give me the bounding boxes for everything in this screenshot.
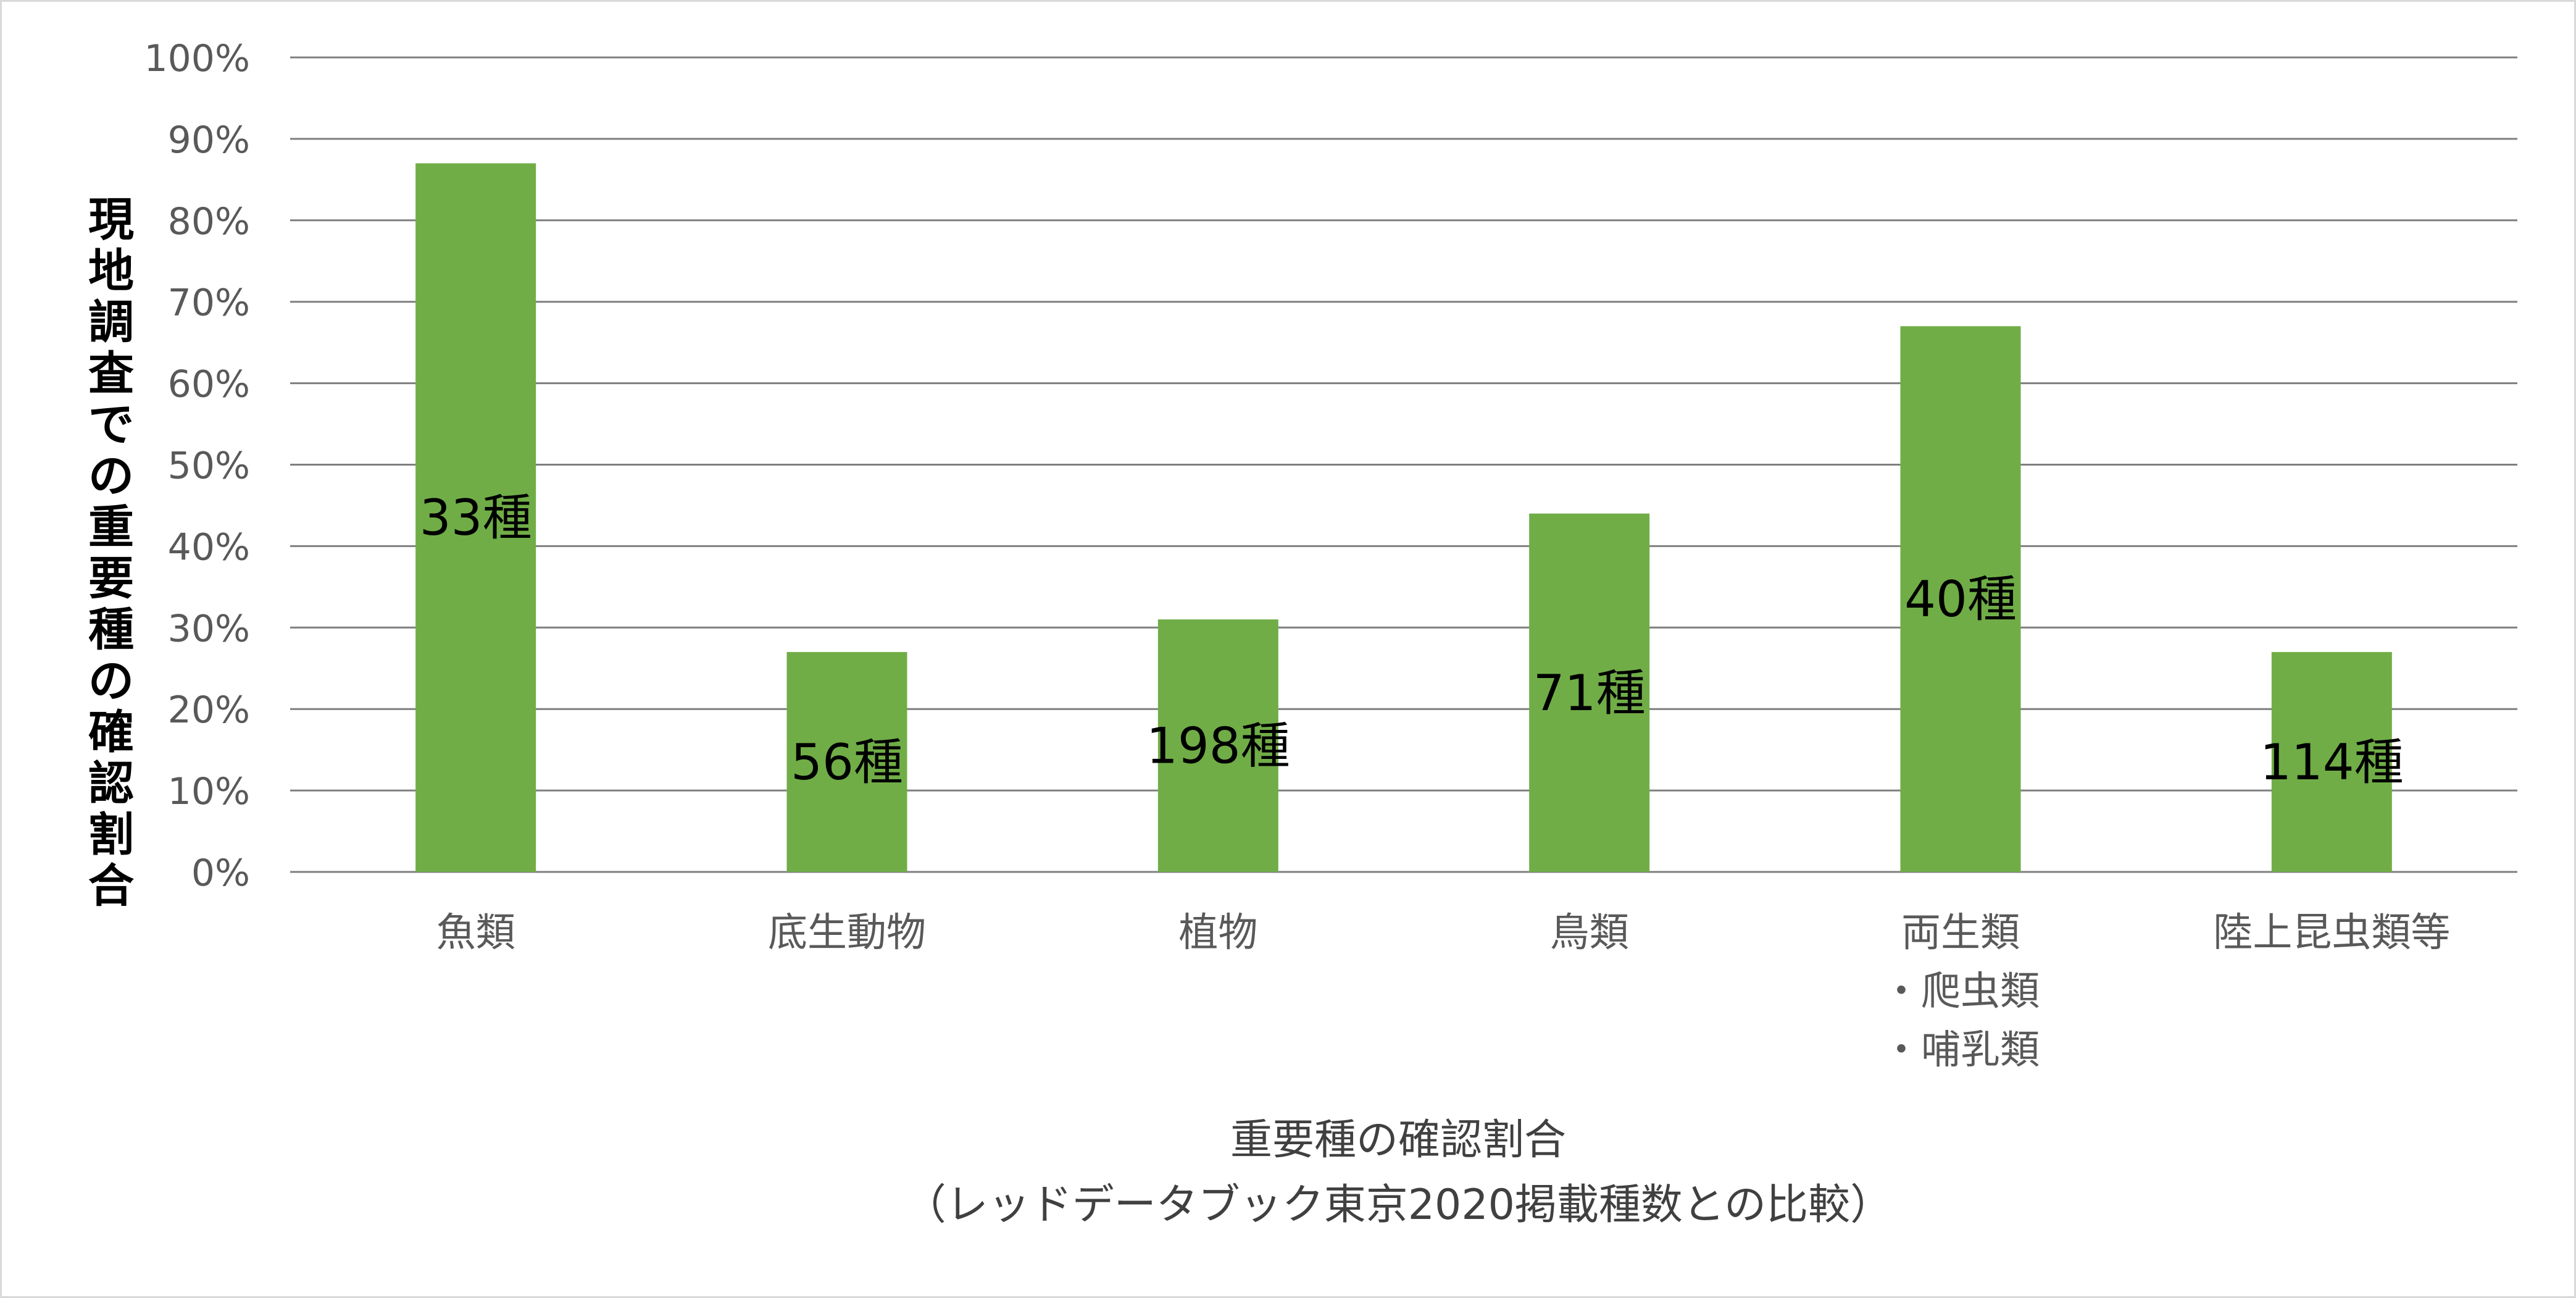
x-tick-label: 底生動物 bbox=[768, 910, 926, 956]
x-tick-label-line: 鳥類 bbox=[1550, 910, 1629, 956]
y-tick-label: 70% bbox=[168, 282, 250, 325]
x-tick-label: 魚類 bbox=[436, 910, 515, 956]
x-tick-label: 両生類・爬虫類・哺乳類 bbox=[1882, 910, 2040, 1073]
bar bbox=[415, 163, 536, 873]
y-tick-label: 80% bbox=[168, 200, 250, 243]
data-label: 33種 bbox=[420, 489, 532, 546]
y-tick-label: 30% bbox=[168, 607, 250, 650]
x-axis-subtitle: （レッドデータブック東京2020掲載種数との比較） bbox=[904, 1181, 1893, 1229]
bar bbox=[2271, 651, 2392, 872]
y-tick-label: 50% bbox=[168, 445, 250, 488]
x-tick-label-line: 植物 bbox=[1178, 910, 1257, 956]
data-label: 114種 bbox=[2260, 734, 2404, 791]
bar bbox=[786, 651, 907, 872]
x-tick-label-line: 両生類 bbox=[1901, 910, 2020, 956]
x-tick-label-line: ・哺乳類 bbox=[1882, 1028, 2040, 1073]
y-tick-label: 90% bbox=[168, 119, 250, 162]
y-tick-label: 40% bbox=[168, 525, 250, 569]
y-tick-label: 60% bbox=[168, 363, 250, 406]
data-label: 56種 bbox=[791, 734, 903, 791]
x-axis-title: 重要種の確認割合 bbox=[1230, 1116, 1566, 1165]
x-tick-label: 鳥類 bbox=[1550, 910, 1629, 956]
x-tick-label: 陸上昆虫類等 bbox=[2213, 910, 2450, 956]
y-tick-label: 10% bbox=[168, 770, 250, 813]
bar bbox=[1900, 326, 2021, 872]
bar bbox=[1157, 619, 1278, 872]
y-tick-label: 20% bbox=[168, 689, 250, 732]
data-label: 71種 bbox=[1533, 664, 1646, 722]
y-tick-label: 100% bbox=[144, 37, 250, 80]
y-axis-title: 現地調査での重要種の確認割合 bbox=[88, 193, 134, 913]
x-tick-label-line: 魚類 bbox=[436, 910, 515, 956]
x-tick-label-line: ・爬虫類 bbox=[1882, 969, 2040, 1015]
y-tick-label: 0% bbox=[191, 852, 250, 895]
x-tick-label: 植物 bbox=[1178, 910, 1257, 956]
data-label: 198種 bbox=[1146, 718, 1290, 775]
x-tick-label-line: 陸上昆虫類等 bbox=[2213, 910, 2450, 956]
data-label: 40種 bbox=[1904, 571, 2017, 628]
bar bbox=[1529, 513, 1650, 872]
x-tick-label-line: 底生動物 bbox=[768, 910, 926, 956]
